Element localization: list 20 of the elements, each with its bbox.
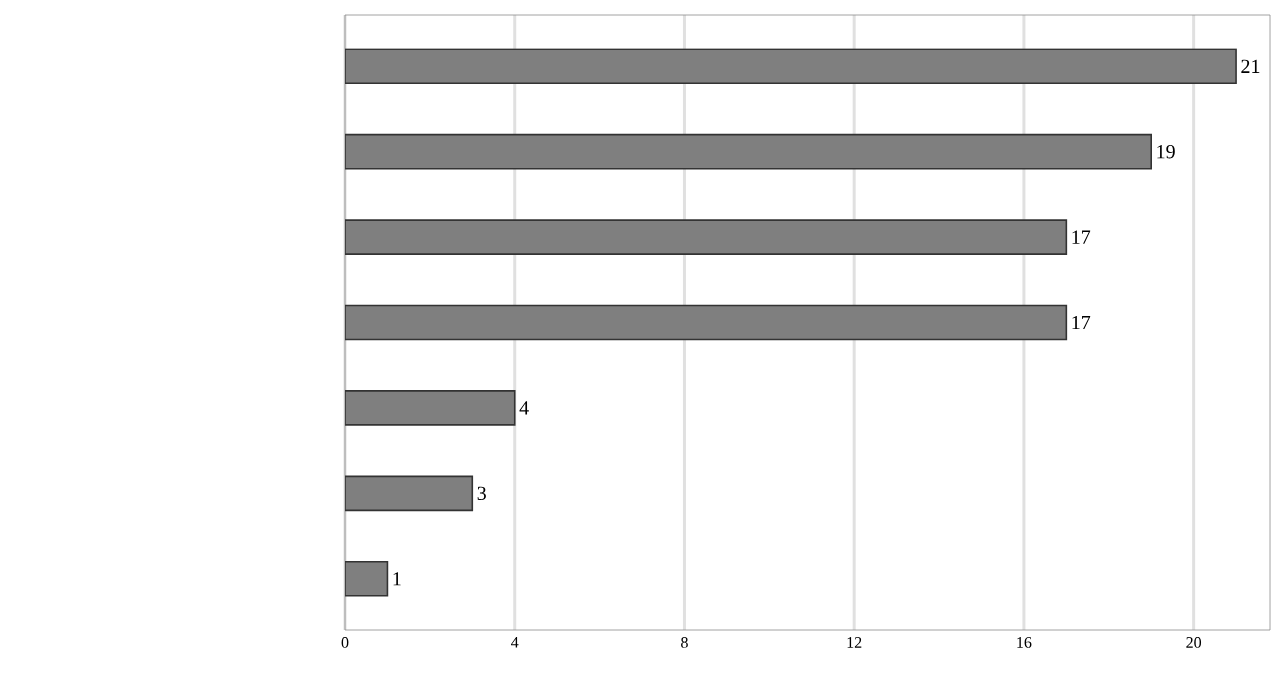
x-tick-label: 16 [1017, 637, 1032, 648]
data-label: 17 [1072, 230, 1091, 244]
data-label: 4 [519, 401, 529, 415]
x-tick-label: 20 [1186, 637, 1202, 648]
bar [345, 304, 1068, 341]
data-label: 19 [1157, 144, 1175, 159]
bar [345, 390, 516, 426]
data-label: 3 [477, 486, 486, 501]
x-tick-label: 4 [511, 637, 519, 648]
x-tick-label: 0 [341, 637, 349, 648]
data-label: 1 [393, 572, 401, 586]
data-label: 17 [1072, 315, 1091, 330]
bar [345, 475, 474, 512]
bar [345, 219, 1068, 255]
x-tick-label: 12 [847, 637, 862, 648]
bar [345, 48, 1237, 85]
data-label: 21 [1241, 59, 1260, 73]
x-tick-label: 8 [681, 637, 688, 648]
bar [345, 560, 389, 597]
bar [345, 133, 1153, 170]
